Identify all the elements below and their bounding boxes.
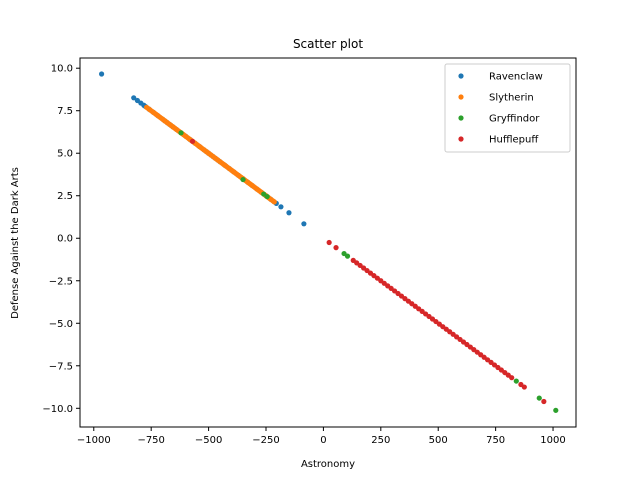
x-tick-label: −500 [195,435,222,446]
x-tick-label: 250 [371,435,390,446]
data-point [286,210,292,216]
data-point [326,239,332,246]
y-axis: −10.0 −7.5 −5.0 −2.5 0.0 2.5 5.0 7.5 10.0 [42,64,80,415]
y-tick-label: 7.5 [57,106,73,117]
y-tick-label: −10.0 [42,404,73,415]
y-tick-label: −5.0 [49,319,73,330]
data-point [131,95,137,101]
data-point [240,176,246,183]
x-tick-label: 500 [429,435,448,446]
x-tick-label: −1000 [77,435,111,446]
data-point [271,199,277,205]
data-point [553,407,559,413]
y-axis-label: Defense Against the Dark Arts [10,167,21,319]
data-point [189,138,196,144]
data-point [178,130,184,136]
legend-label: Gryffindor [489,114,540,125]
legend-marker [458,73,464,79]
data-point [264,193,270,200]
x-tick-label: 750 [486,435,505,446]
points-layer [98,71,559,413]
series-gryffindor [178,130,559,413]
data-point [98,71,105,77]
y-tick-label: 10.0 [51,64,73,75]
data-point [301,221,307,227]
data-point [521,384,527,390]
legend: Ravenclaw Slytherin Gryffindor Hufflepuff [444,63,571,153]
data-point [344,253,351,259]
y-tick-label: −7.5 [49,361,73,372]
y-tick-label: 0.0 [57,234,73,245]
data-point [541,398,547,405]
chart-title: Scatter plot [293,37,363,51]
x-tick-label: −250 [252,435,279,446]
legend-marker [458,136,464,142]
x-tick-label: −750 [137,435,164,446]
data-point [333,245,339,251]
legend-label: Hufflepuff [489,135,539,146]
legend-label: Ravenclaw [489,72,543,83]
x-axis: −1000 −750 −500 −250 0 250 500 750 1000 [77,427,566,446]
x-axis-label: Astronomy [301,459,355,470]
x-tick-label: 1000 [540,435,565,446]
data-point [509,375,515,381]
y-tick-label: 2.5 [57,191,73,202]
data-point [513,378,519,384]
y-tick-label: 5.0 [57,149,73,160]
x-tick-label: 0 [320,435,326,446]
legend-marker [458,94,464,100]
series-hufflepuff [189,138,547,405]
data-point [278,204,284,210]
plot-frame [79,57,577,428]
legend-box [444,63,571,153]
data-point [536,395,542,401]
legend-marker [458,115,464,121]
y-tick-label: −2.5 [49,276,73,287]
legend-label: Slytherin [489,93,534,104]
